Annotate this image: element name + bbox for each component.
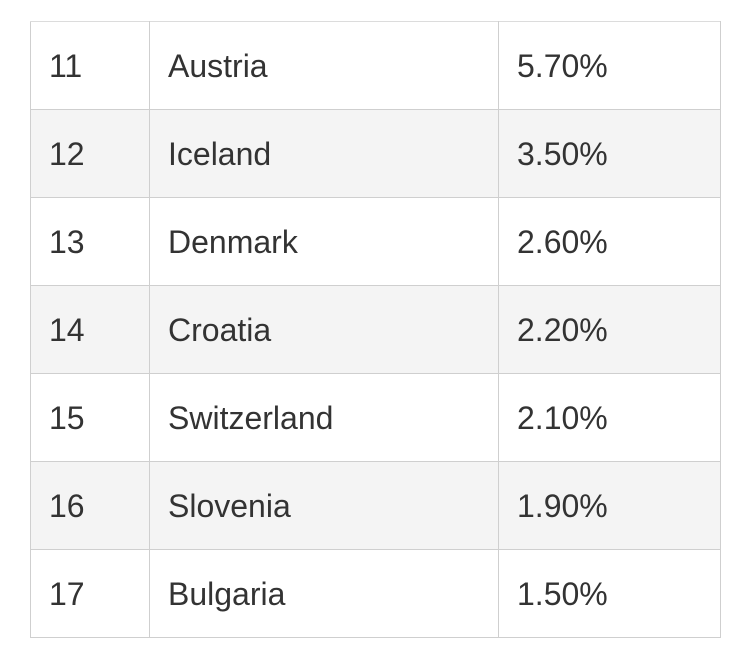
rank-cell: 14	[30, 285, 150, 374]
percent-cell: 1.50%	[498, 549, 721, 638]
rank-cell: 17	[30, 549, 150, 638]
table-row: 17 Bulgaria 1.50%	[30, 549, 721, 638]
percent-cell: 5.70%	[498, 21, 721, 110]
rank-cell: 16	[30, 461, 150, 550]
country-cell: Iceland	[149, 109, 499, 198]
table-row: 12 Iceland 3.50%	[30, 109, 721, 198]
table-row: 13 Denmark 2.60%	[30, 197, 721, 286]
percent-cell: 2.60%	[498, 197, 721, 286]
percent-cell: 1.90%	[498, 461, 721, 550]
rank-cell: 11	[30, 21, 150, 110]
table-row: 15 Switzerland 2.10%	[30, 373, 721, 462]
ranking-table-container: 11 Austria 5.70% 12 Iceland 3.50% 13 Den…	[30, 21, 721, 638]
table-row: 11 Austria 5.70%	[30, 21, 721, 110]
percent-cell: 3.50%	[498, 109, 721, 198]
percent-cell: 2.10%	[498, 373, 721, 462]
country-cell: Denmark	[149, 197, 499, 286]
rank-cell: 12	[30, 109, 150, 198]
country-cell: Croatia	[149, 285, 499, 374]
rank-cell: 13	[30, 197, 150, 286]
country-cell: Austria	[149, 21, 499, 110]
table-row: 14 Croatia 2.20%	[30, 285, 721, 374]
country-cell: Bulgaria	[149, 549, 499, 638]
country-cell: Switzerland	[149, 373, 499, 462]
country-cell: Slovenia	[149, 461, 499, 550]
percent-cell: 2.20%	[498, 285, 721, 374]
ranking-table: 11 Austria 5.70% 12 Iceland 3.50% 13 Den…	[30, 21, 721, 638]
table-row: 16 Slovenia 1.90%	[30, 461, 721, 550]
rank-cell: 15	[30, 373, 150, 462]
